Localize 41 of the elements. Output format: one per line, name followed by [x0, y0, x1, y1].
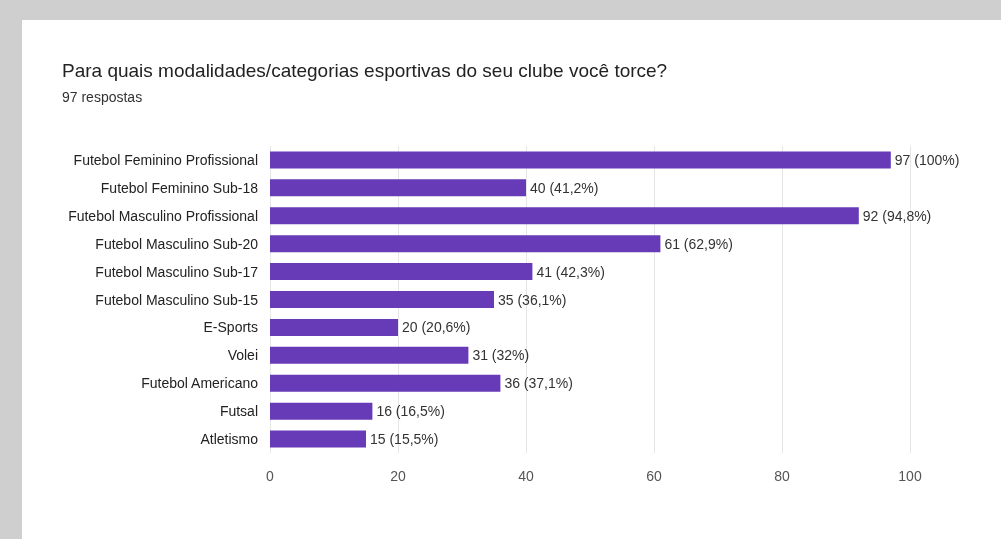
y-tick-label: Futebol Feminino Sub-18	[100, 179, 259, 196]
bar	[270, 430, 366, 448]
x-tick-label: 20	[390, 468, 406, 484]
x-tick-label: 0	[266, 468, 275, 484]
data-label: 31 (32%)	[472, 347, 530, 364]
y-tick-label: Volei	[227, 347, 258, 364]
bar	[270, 263, 533, 281]
chart-title: Para quais modalidades/categorias esportivas do seu clube você torce?	[62, 60, 668, 81]
data-label: 16 (16,5%)	[376, 403, 445, 420]
y-tick-label: Futebol Masculino Sub-20	[95, 235, 259, 252]
y-tick-label: Atletismo	[200, 431, 259, 448]
data-label: 20 (20,6%)	[402, 319, 471, 336]
data-label: 41 (42,3%)	[536, 263, 605, 280]
x-tick-label: 60	[646, 468, 662, 484]
text: 97 respostas	[62, 89, 143, 105]
data-label: 92 (94,8%)	[862, 207, 932, 224]
bar	[270, 374, 501, 392]
bar	[270, 402, 373, 420]
bar	[270, 207, 859, 225]
x-tick-label: 100	[898, 468, 922, 484]
bar	[270, 346, 469, 364]
data-label: 61 (62,9%)	[664, 235, 733, 252]
data-label: 15 (15,5%)	[370, 431, 439, 448]
bar	[270, 179, 526, 197]
x-tick-label: 80	[774, 468, 790, 484]
y-tick-label: Futebol Masculino Profissional	[68, 207, 258, 224]
y-tick-label: Futebol Americano	[141, 375, 259, 392]
y-tick-label: Futsal	[219, 403, 258, 420]
bar	[270, 151, 891, 169]
y-tick-label: Futebol Masculino Sub-15	[95, 291, 259, 308]
data-label: 36 (37,1%)	[504, 375, 573, 392]
bar	[270, 318, 398, 336]
bar	[270, 291, 494, 308]
x-tick-label: 40	[518, 468, 534, 484]
data-label: 97 (100%)	[894, 151, 960, 168]
data-label: 35 (36,1%)	[498, 291, 567, 308]
y-tick-label: Futebol Feminino Profissional	[73, 151, 258, 168]
data-label: 40 (41,2%)	[530, 179, 599, 196]
y-tick-label: Futebol Masculino Sub-17	[95, 263, 259, 280]
bar	[270, 235, 661, 253]
y-tick-label: E-Sports	[203, 319, 258, 336]
